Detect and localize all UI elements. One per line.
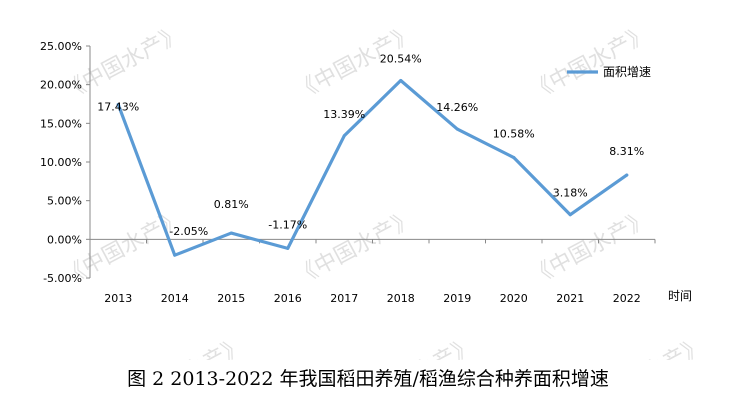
data-point-2017 xyxy=(342,134,346,138)
x-tick-label-2013: 2013 xyxy=(104,292,132,305)
y-tick-label-1: 0.00% xyxy=(47,233,82,246)
watermark-text-5: 《中国水产》 xyxy=(526,206,654,290)
x-tick-label-2021: 2021 xyxy=(556,292,584,305)
data-label-2019: 14.26% xyxy=(436,101,478,114)
watermark-text-7: 《中国水产》 xyxy=(351,333,479,360)
data-label-2013: 17.43% xyxy=(97,101,139,114)
data-point-2014 xyxy=(173,253,177,257)
watermark-text-6: 《中国水产》 xyxy=(121,333,249,360)
data-label-2017: 13.39% xyxy=(323,108,365,121)
data-point-2022 xyxy=(625,173,629,177)
watermark-text-0: 《中国水产》 xyxy=(59,21,187,105)
series-line-area-growth xyxy=(116,78,629,257)
data-point-2018 xyxy=(399,78,403,82)
data-point-2019 xyxy=(455,127,459,131)
x-tick-label-2017: 2017 xyxy=(330,292,358,305)
x-tick-label-2016: 2016 xyxy=(274,292,302,305)
data-label-2014: -2.05% xyxy=(169,225,208,238)
data-label-2022: 8.31% xyxy=(609,145,644,158)
x-tick-label-2018: 2018 xyxy=(387,292,415,305)
data-point-2013 xyxy=(116,103,120,107)
data-point-2016 xyxy=(286,246,290,250)
data-label-2021: 3.18% xyxy=(553,187,588,200)
y-tick-label-4: 15.00% xyxy=(40,117,82,130)
watermark-text-4: 《中国水产》 xyxy=(291,206,419,290)
chart-legend: 面积增速 xyxy=(567,65,651,79)
data-point-2020 xyxy=(512,156,516,160)
legend-label: 面积增速 xyxy=(603,65,651,79)
x-tick-label-2014: 2014 xyxy=(161,292,189,305)
chart-axes: -5.00% 0.00% 5.00% 10.00% 15.00% 20.00% 25.00%… xyxy=(40,40,692,305)
x-tick-label-2019: 2019 xyxy=(443,292,471,305)
data-label-2018: 20.54% xyxy=(380,52,422,65)
watermark-text-2: 《中国水产》 xyxy=(526,21,654,105)
figure-caption: 图 2 2013-2022 年我国稻田养殖/稻渔综合种养面积增速 xyxy=(127,368,609,390)
x-tick-label-2020: 2020 xyxy=(500,292,528,305)
line-chart: 《中国水产》《中国水产》《中国水产》《中国水产》《中国水产》《中国水产》《中国水… xyxy=(40,21,709,360)
x-tick-label-2015: 2015 xyxy=(217,292,245,305)
y-tick-label-2: 5.00% xyxy=(47,195,82,208)
plot-area: 17.43% -2.05% 0.81% -1.17% 13.39% 20.54% 14.26… xyxy=(97,52,644,257)
y-tick-label-5: 20.00% xyxy=(40,79,82,92)
data-label-2020: 10.58% xyxy=(493,128,535,141)
x-tick-label-2022: 2022 xyxy=(613,292,641,305)
data-label-2015: 0.81% xyxy=(214,198,249,211)
data-label-2016: -1.17% xyxy=(268,218,307,231)
y-tick-label-6: 25.00% xyxy=(40,40,82,53)
data-point-2015 xyxy=(229,231,233,235)
watermark-text-8: 《中国水产》 xyxy=(581,333,709,360)
y-tick-label-3: 10.00% xyxy=(40,156,82,169)
y-tick-label-0: -5.00% xyxy=(43,272,82,285)
x-axis-title: 时间 xyxy=(668,289,692,303)
data-point-2021 xyxy=(568,213,572,217)
